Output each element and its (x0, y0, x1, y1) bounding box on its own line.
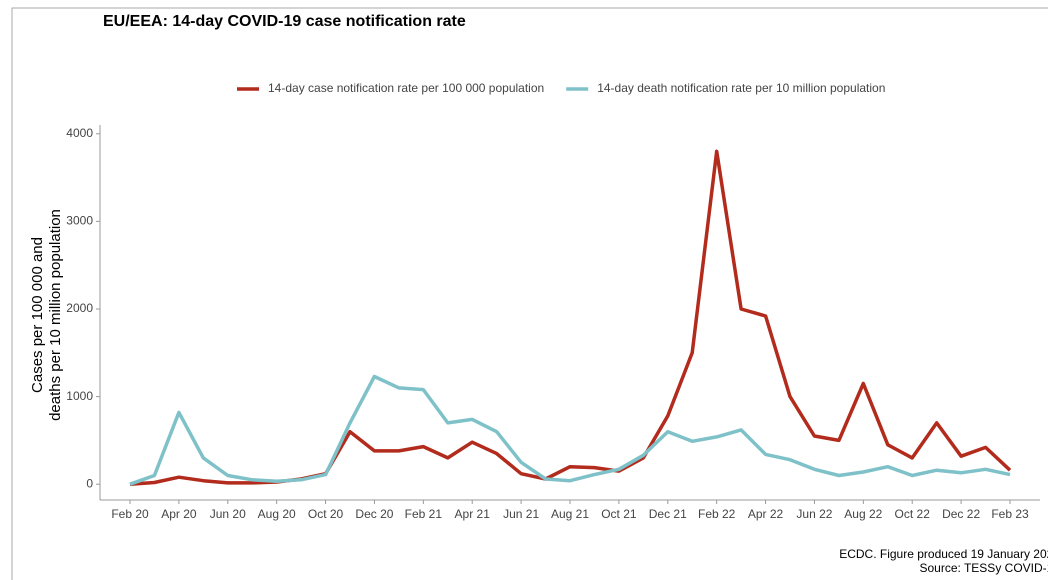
y-tick-label: 1000 (66, 389, 93, 403)
series-line (129, 374, 1011, 486)
x-tick-label: Jun 21 (503, 507, 539, 521)
series-line (129, 149, 1012, 486)
x-tick-label: Aug 22 (844, 507, 882, 521)
x-tick-label: Feb 23 (991, 507, 1029, 521)
x-tick-label: Feb 20 (111, 507, 149, 521)
frame (11, 7, 1048, 580)
x-tick-label: Jun 20 (210, 507, 246, 521)
x-tick-label: Apr 21 (455, 507, 491, 521)
x-tick-label: Dec 22 (942, 507, 980, 521)
x-tick-label: Apr 20 (161, 507, 197, 521)
y-tick-label: 0 (86, 476, 93, 490)
y-axis-label: Cases per 100 000 and (29, 237, 46, 393)
x-tick-label: Feb 22 (698, 507, 736, 521)
legend-label: 14-day death notification rate per 10 mi… (597, 81, 885, 95)
x-tick-label: Jun 22 (796, 507, 832, 521)
x-tick-label: Aug 21 (551, 507, 589, 521)
y-tick-label: 2000 (66, 301, 93, 315)
caption: Source: TESSy COVID-19 (920, 561, 1048, 575)
x-tick-label: Feb 21 (405, 507, 443, 521)
x-tick-label: Dec 20 (355, 507, 393, 521)
x-tick-label: Oct 20 (308, 507, 344, 521)
x-tick-label: Aug 20 (258, 507, 296, 521)
legend-label: 14-day case notification rate per 100 00… (268, 81, 544, 95)
x-tick-label: Oct 22 (895, 507, 931, 521)
caption: ECDC. Figure produced 19 January 2023 (839, 547, 1048, 561)
x-tick-label: Oct 21 (601, 507, 637, 521)
y-axis-label: deaths per 10 million population (47, 209, 64, 421)
chart-title: EU/EEA: 14-day COVID-19 case notificatio… (103, 13, 466, 30)
x-tick-label: Dec 21 (649, 507, 687, 521)
x-tick-label: Apr 22 (748, 507, 784, 521)
y-tick-label: 3000 (66, 214, 93, 228)
y-tick-label: 4000 (66, 126, 93, 140)
